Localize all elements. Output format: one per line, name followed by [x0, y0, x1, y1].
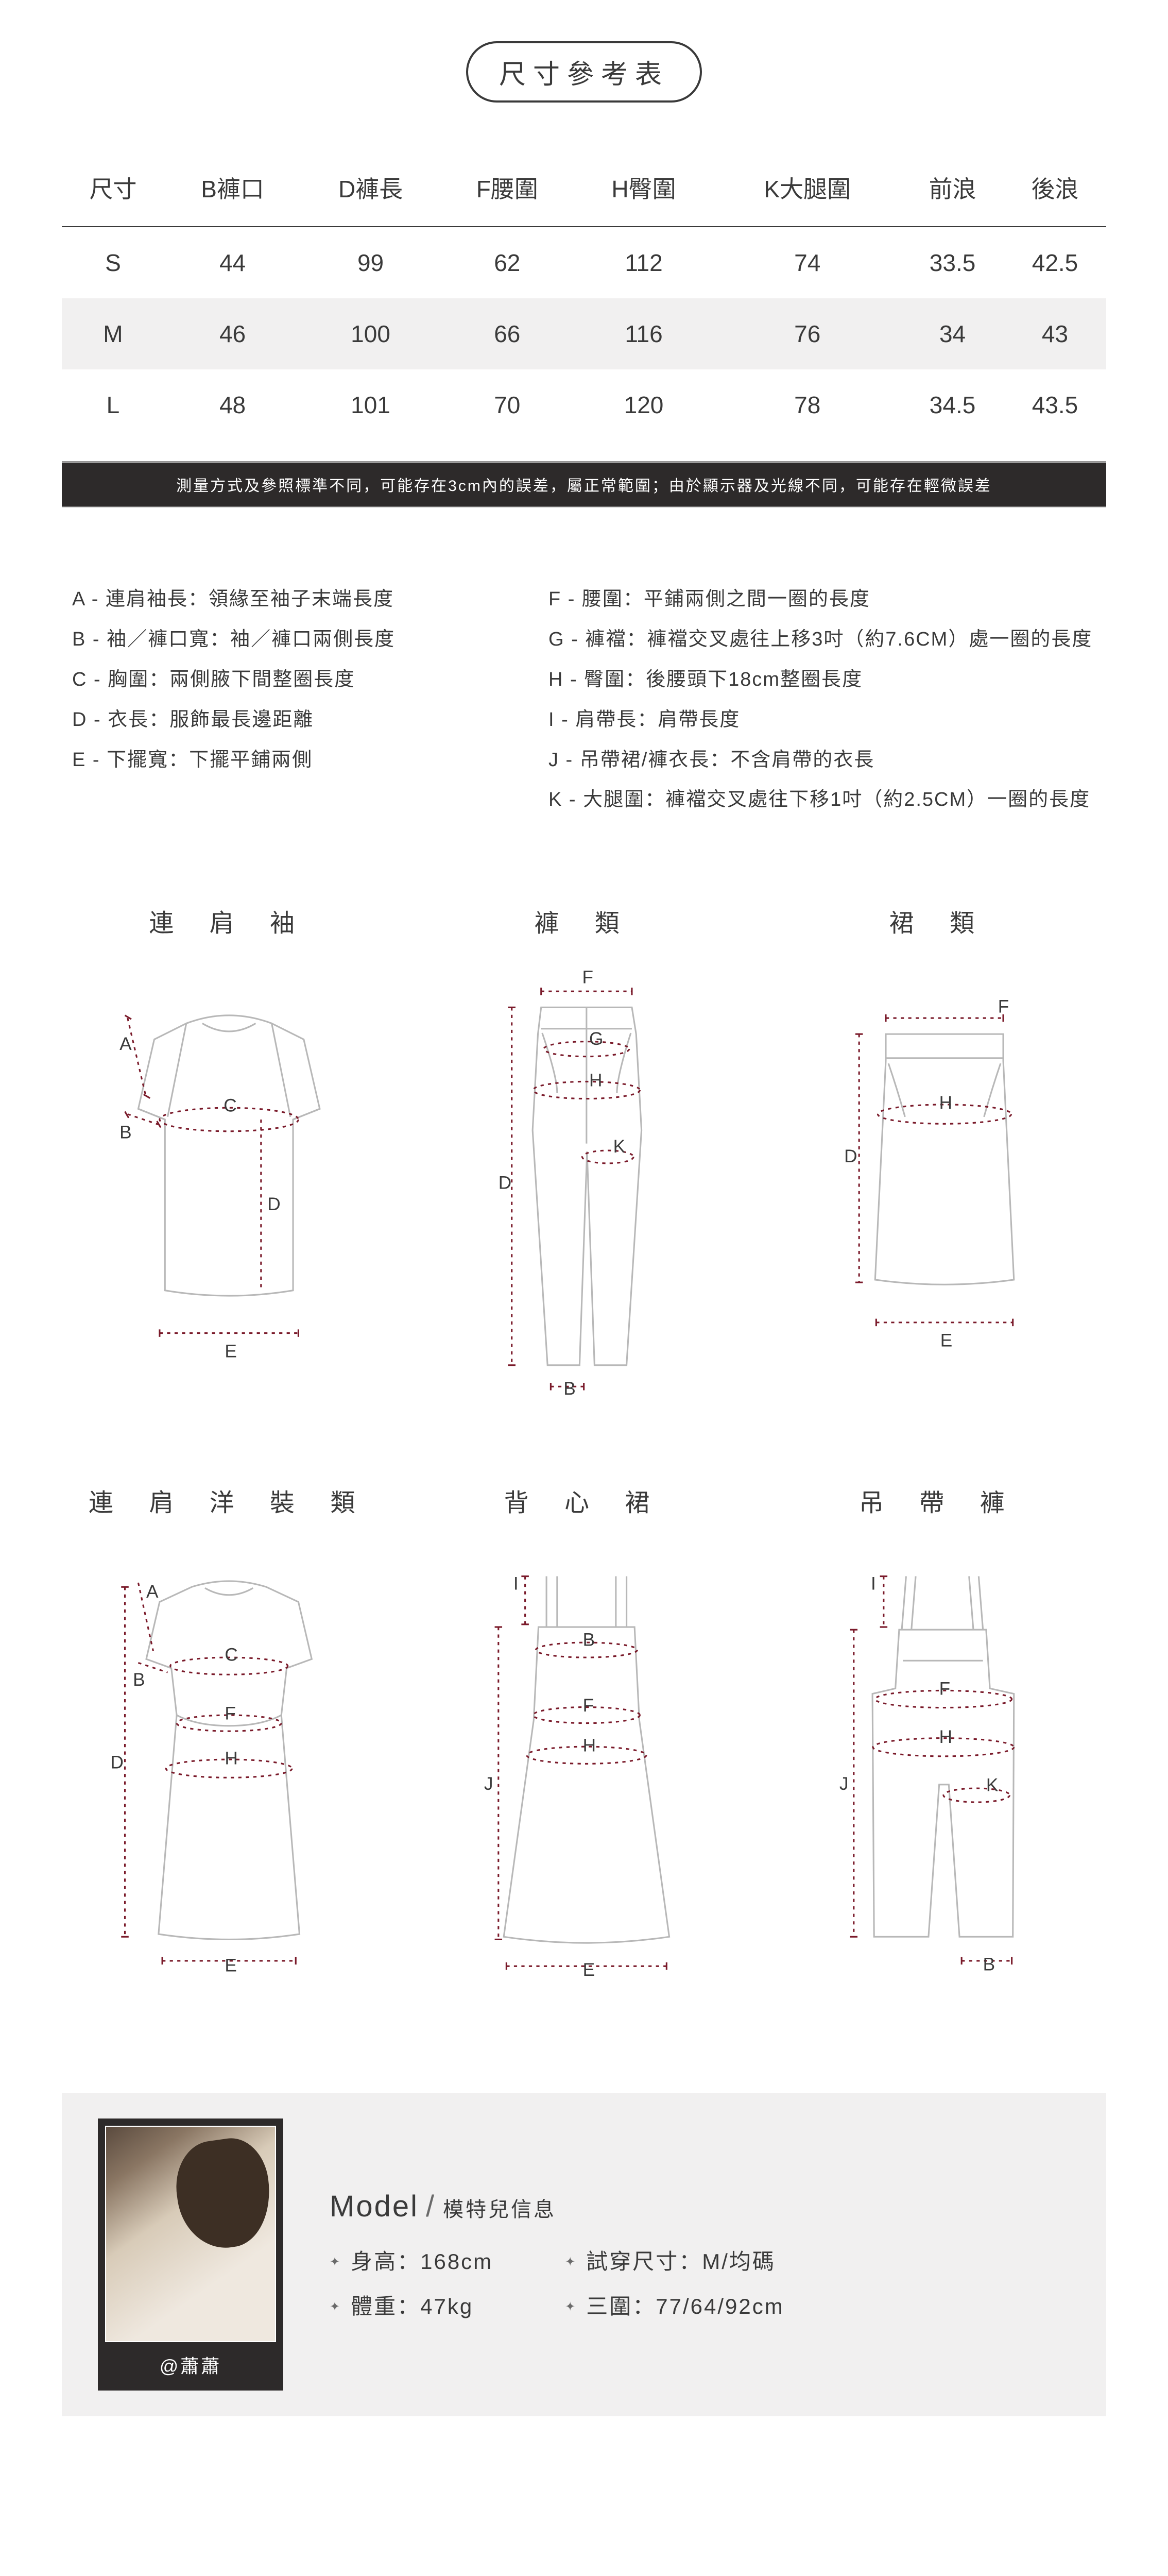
model-stat: 體重：47kg [330, 2289, 493, 2320]
legend-item: H - 臀圍：後腰頭下18cm整圈長度 [548, 660, 1142, 700]
svg-text:G: G [589, 1029, 603, 1049]
legend-item: E - 下擺寬：下擺平鋪兩側 [72, 740, 502, 781]
legend-item: B - 袖／褲口寬：袖／褲口兩側長度 [72, 620, 502, 660]
svg-text:K: K [986, 1775, 999, 1795]
measurement-disclaimer: 測量方式及參照標準不同，可能存在3cm內的誤差，屬正常範圍；由於顯示器及光線不同… [62, 461, 1106, 507]
garment-diagrams: 連 肩 袖 ABCDE 褲 類 [62, 903, 1106, 1979]
diagram-pants: 褲 類 FGHKDB [417, 903, 751, 1400]
svg-text:H: H [589, 1071, 602, 1091]
table-header: 尺寸 [62, 149, 164, 227]
table-row: L48101701207834.543.5 [62, 369, 1106, 440]
model-stat: 三圍：77/64/92cm [565, 2289, 784, 2320]
svg-text:H: H [583, 1736, 596, 1756]
legend-item: D - 衣長：服飾最長邊距離 [72, 700, 502, 740]
table-header: H臀圍 [574, 149, 714, 227]
table-row: M4610066116763443 [62, 298, 1106, 369]
table-header: 前浪 [901, 149, 1004, 227]
legend-item: G - 褲襠：褲襠交叉處往上移3吋（約7.6CM）處一圈的長度 [548, 620, 1142, 660]
diagram-svg: F H D E [772, 959, 1106, 1397]
legend-item: F - 腰圍：平鋪兩側之間一圈的長度 [548, 580, 1142, 620]
diagram-svg: A B C D E [62, 959, 396, 1397]
svg-text:H: H [939, 1093, 952, 1113]
table-header: D褲長 [301, 149, 440, 227]
svg-text:B: B [133, 1670, 145, 1690]
diagram-raglan-top: 連 肩 袖 ABCDE [62, 903, 396, 1400]
svg-text:A: A [146, 1582, 159, 1602]
svg-text:I: I [513, 1574, 519, 1594]
model-heading: Model/模特兒信息 [330, 2189, 784, 2224]
svg-text:D: D [499, 1173, 511, 1193]
model-handle: @蕭蕭 [105, 2351, 276, 2378]
svg-text:J: J [484, 1774, 493, 1794]
diagram-overalls: 吊 帶 褲 IFHKJB [772, 1482, 1106, 1979]
svg-text:H: H [225, 1749, 237, 1769]
svg-text:B: B [119, 1123, 132, 1143]
table-header: K大腿圍 [713, 149, 901, 227]
svg-text:E: E [225, 1342, 237, 1362]
diagram-svg: I B FH J E [417, 1539, 751, 1977]
svg-text:F: F [582, 968, 594, 988]
svg-text:H: H [939, 1727, 952, 1747]
diagram-raglan-dress: 連 肩 洋 裝 類 ABCFHDE [62, 1482, 396, 1979]
svg-text:E: E [225, 1956, 237, 1976]
svg-text:D: D [844, 1146, 857, 1166]
svg-text:C: C [224, 1096, 236, 1116]
svg-text:B: B [564, 1379, 576, 1397]
svg-text:F: F [939, 1679, 950, 1699]
legend-item: C - 胸圍：兩側腋下間整圈長度 [72, 660, 502, 700]
legend-item: K - 大腿圍：褲襠交叉處往下移1吋（約2.5CM）一圈的長度 [548, 780, 1142, 820]
model-info-section: @蕭蕭 Model/模特兒信息 身高：168cm 試穿尺寸：M/均碼 體重：47… [62, 2093, 1106, 2416]
table-row: S4499621127433.542.5 [62, 227, 1106, 298]
table-header: 後浪 [1004, 149, 1106, 227]
measurement-legend: A - 連肩袖長：領緣至袖子末端長度 B - 袖／褲口寬：袖／褲口兩側長度 C … [62, 580, 1106, 820]
size-table: 尺寸 B褲口 D褲長 F腰圍 H臀圍 K大腿圍 前浪 後浪 S449962112… [62, 149, 1106, 440]
svg-text:F: F [583, 1696, 594, 1716]
svg-text:A: A [119, 1035, 132, 1055]
svg-text:F: F [998, 997, 1009, 1017]
svg-text:D: D [267, 1195, 280, 1215]
table-header: F腰圍 [440, 149, 574, 227]
legend-item: J - 吊帶裙/褲衣長：不含肩帶的衣長 [548, 740, 1142, 781]
diagram-svg: A B C F H D E [62, 1539, 396, 1977]
model-stat: 身高：168cm [330, 2244, 493, 2276]
svg-text:B: B [583, 1630, 595, 1650]
svg-text:E: E [940, 1331, 952, 1351]
table-header: B褲口 [164, 149, 301, 227]
model-portrait [105, 2126, 276, 2342]
svg-text:D: D [111, 1753, 124, 1773]
svg-text:B: B [983, 1955, 995, 1975]
diagram-cami-dress: 背 心 裙 IBFHJE [417, 1482, 751, 1979]
model-stats: 身高：168cm 試穿尺寸：M/均碼 體重：47kg 三圍：77/64/92cm [330, 2244, 784, 2320]
svg-text:F: F [225, 1704, 236, 1724]
page-title: 尺寸參考表 [466, 41, 702, 103]
svg-text:E: E [583, 1960, 595, 1977]
svg-text:K: K [613, 1137, 626, 1157]
diagram-skirt: 裙 類 FHDE [772, 903, 1106, 1400]
legend-item: A - 連肩袖長：領緣至袖子末端長度 [72, 580, 502, 620]
svg-text:C: C [225, 1645, 237, 1665]
model-photo-card: @蕭蕭 [98, 2119, 283, 2391]
diagram-svg: F G H K D B [417, 959, 751, 1397]
model-stat: 試穿尺寸：M/均碼 [565, 2244, 784, 2276]
table-header-row: 尺寸 B褲口 D褲長 F腰圍 H臀圍 K大腿圍 前浪 後浪 [62, 149, 1106, 227]
diagram-svg: I F H K J B [772, 1539, 1106, 1977]
svg-text:J: J [839, 1774, 848, 1794]
legend-item: I - 肩帶長：肩帶長度 [548, 700, 1142, 740]
svg-text:I: I [871, 1574, 876, 1594]
